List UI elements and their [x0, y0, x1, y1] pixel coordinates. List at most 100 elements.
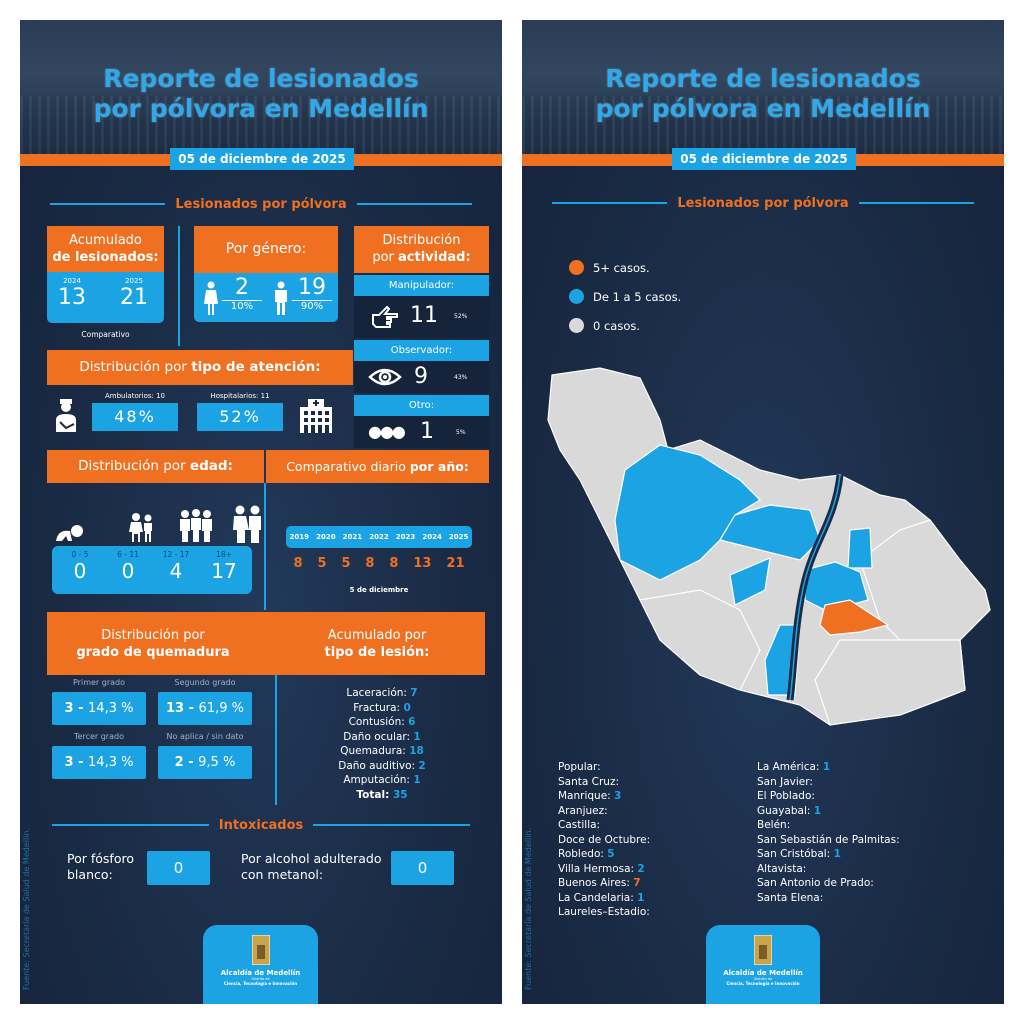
adults-icon: [233, 505, 261, 543]
age-group: 18+ 17: [202, 550, 246, 583]
pointing-hand-icon: [372, 305, 398, 328]
otro-pct: 5%: [456, 429, 466, 436]
lesion-title-bold: tipo de lesión:: [324, 645, 430, 660]
grade-pct: 61,9 %: [198, 701, 244, 716]
section-heading: Lesionados por pólvora: [50, 194, 472, 214]
genero-header: Por género:: [194, 226, 338, 273]
actividad-header: Distribución por actividad:: [354, 226, 489, 273]
lesion-label: Laceración:: [346, 687, 407, 699]
legend-label: De 1 a 5 casos.: [593, 289, 682, 304]
comuna-item: Santa Elena:: [757, 891, 900, 906]
section-heading: Lesionados por pólvora: [552, 193, 974, 213]
metanol-label-line2: con metanol:: [241, 867, 324, 882]
atencion-header: Distribución por tipo de atención:: [47, 350, 353, 385]
comuna-name: Doce de Octubre:: [558, 833, 651, 846]
year-value: 8: [389, 556, 399, 571]
comuna-item: Aranjuez:: [558, 804, 650, 819]
map-region-buenos-aires: [819, 599, 890, 636]
actividad-label-manipulador: Manipulador:: [354, 275, 489, 296]
age-range: 0 - 5: [71, 550, 89, 559]
coat-of-arms-icon: [753, 934, 773, 966]
medellin-map: [547, 367, 991, 726]
comuna-value: 3: [614, 790, 622, 802]
actividad-row-observador: 9 43%: [354, 361, 489, 393]
year-label: 2024: [422, 533, 442, 541]
age-range: 12 - 17: [162, 550, 190, 559]
divider: [275, 675, 277, 805]
man-icon: [275, 281, 287, 315]
actividad-label-observador: Observador:: [354, 340, 489, 361]
total-label: Total:: [356, 788, 390, 801]
comuna-item: San Javier:: [757, 775, 900, 790]
manipulador-value: 11: [410, 303, 438, 328]
age-range: 6 - 11: [117, 550, 139, 559]
source-note: Fuente: Secretaría de Salud de Medellín.: [524, 827, 533, 990]
lesion-label: Daño auditivo:: [338, 759, 416, 772]
age-value: 4: [169, 559, 183, 583]
actividad-label-otro: Otro:: [354, 395, 489, 416]
baby-icon: [56, 525, 83, 541]
diario-header: Comparativo diario por año:: [266, 450, 489, 483]
comuna-item: Popular:: [558, 760, 650, 775]
legend-label: 0 casos.: [593, 318, 641, 333]
comuna-item: Manrique: 3: [558, 789, 650, 804]
eye-icon: [368, 368, 402, 386]
comuna-value: 1: [833, 848, 841, 860]
atencion-title-bold: tipo de atención:: [191, 359, 321, 375]
alcaldia-logo: Alcaldía de Medellín Distrito de Ciencia…: [203, 925, 318, 1004]
title-line-1: Reporte de lesionados: [103, 64, 419, 93]
age-value: 17: [211, 559, 237, 583]
edad-header: Distribución por edad:: [47, 450, 264, 483]
grade-count: 2: [174, 755, 184, 770]
comuna-value: 7: [633, 877, 641, 889]
grade-pct: 14,3 %: [88, 701, 134, 716]
lesion-item: Quemadura: 18: [282, 744, 482, 759]
year-label: 2022: [369, 533, 389, 541]
lesion-label: Daño ocular:: [343, 730, 411, 743]
comuna-value: 5: [607, 848, 615, 860]
map-region-blue: [847, 527, 873, 569]
comuna-item: Buenos Aires: 7: [558, 876, 650, 891]
grade-sep: -: [183, 755, 199, 770]
comuna-item: La Candelaria: 1: [558, 891, 650, 906]
grade-label: Tercer grado: [74, 732, 124, 741]
year-2025: 2025: [125, 277, 143, 285]
date-badge: 05 de diciembre de 2025: [170, 148, 354, 170]
map-legend: 5+ casos. De 1 a 5 casos. 0 casos.: [569, 260, 769, 340]
lesion-item: Daño auditivo: 2: [282, 759, 482, 774]
infographic-summary-panel: Reporte de lesionados por pólvora en Mede…: [20, 20, 502, 1004]
map-region-gray: [814, 639, 966, 726]
divider: [264, 483, 266, 610]
grade-pct: 9,5 %: [198, 755, 236, 770]
grade-count: 13: [166, 701, 185, 716]
grade-label: Segundo grado: [174, 678, 236, 687]
comuna-item: San Sebastián de Palmitas:: [757, 833, 900, 848]
dots-icon: ●●●: [368, 422, 406, 441]
year-label: 2025: [448, 533, 469, 541]
otro-value: 1: [420, 419, 434, 444]
comuna-value: 1: [637, 891, 645, 904]
legend-item: 0 casos.: [569, 318, 640, 333]
value-2025: 21: [120, 285, 148, 310]
river-line-highlight: [789, 474, 841, 701]
title-line-2: por pólvora en Medellín: [595, 94, 931, 123]
grade-value-box: 3 - 14,3 %: [52, 692, 146, 725]
ambulatorios-pct: 48%: [92, 403, 178, 431]
grade-value-box: 13 - 61,9 %: [158, 692, 252, 725]
comuna-name: La América:: [757, 761, 820, 773]
genero-values: 2 10% 19 90%: [194, 273, 338, 322]
quemadura-title-bold: grado de quemadura: [76, 645, 230, 660]
metanol-value: 0: [391, 851, 454, 885]
edad-title-bold: edad:: [189, 458, 233, 474]
grade-value-box: 3 - 14,3 %: [52, 746, 146, 779]
quemadura-lesion-header: Distribución por grado de quemadura Acumu…: [47, 612, 485, 675]
comuna-value: 2: [637, 862, 645, 875]
comuna-item: La América: 1: [757, 760, 900, 775]
comuna-name: Santa Cruz:: [558, 775, 619, 788]
comuna-name: El Poblado:: [757, 790, 815, 802]
logo-name: Alcaldía de Medellín: [723, 969, 803, 977]
year-label: 2019: [289, 533, 310, 541]
woman-icon: [204, 281, 218, 315]
acumulado-header: Acumulado de lesionados:: [47, 226, 164, 272]
